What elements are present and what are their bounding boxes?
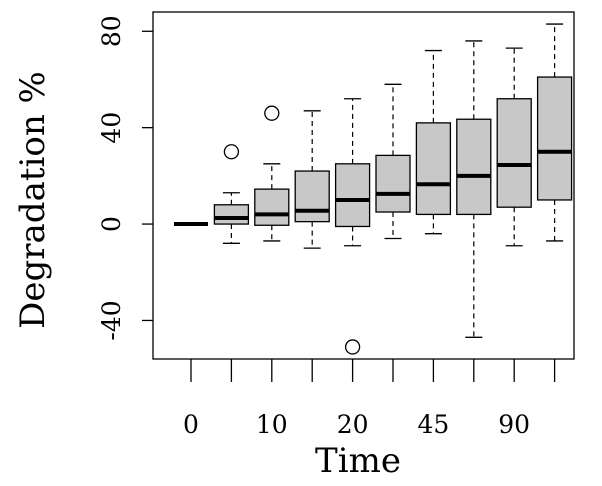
x-tick-label: 90 [498, 410, 530, 439]
box-iqr [213, 204, 250, 225]
box-iqr [496, 98, 532, 208]
box-iqr [254, 188, 290, 226]
x-tick-label: 20 [337, 410, 369, 439]
box-iqr [294, 170, 330, 223]
box-1 [213, 144, 250, 244]
box-4 [334, 98, 371, 355]
outlier-point [223, 144, 240, 160]
box-9 [536, 23, 573, 242]
x-tick-label: 45 [417, 410, 449, 439]
box-2 [254, 105, 290, 242]
x-axis-title: Time [315, 441, 401, 481]
y-axis: -40 0 40 80 [97, 15, 153, 341]
box-iqr [375, 154, 411, 213]
outlier-point [264, 105, 280, 121]
box-iqr [415, 122, 452, 216]
box-3 [294, 110, 330, 249]
y-tick-label: 40 [97, 112, 126, 144]
outlier-point [344, 339, 361, 355]
box-8 [496, 47, 532, 247]
y-tick-label: -40 [97, 300, 126, 340]
y-tick-label: 80 [97, 15, 126, 47]
box-7 [456, 40, 492, 338]
y-tick-label: 0 [97, 216, 126, 232]
box-5 [375, 83, 411, 240]
y-axis-title: Degradation % [13, 71, 53, 329]
boxes-group [174, 23, 573, 355]
plot-frame [152, 11, 575, 360]
box-iqr [536, 76, 573, 201]
box-6 [415, 49, 452, 235]
x-tick-label: 10 [256, 410, 288, 439]
box-iqr [456, 118, 492, 216]
x-tick-label: 0 [183, 410, 199, 439]
box-iqr [334, 163, 371, 228]
x-axis: 0 10 20 45 90 [183, 359, 556, 439]
